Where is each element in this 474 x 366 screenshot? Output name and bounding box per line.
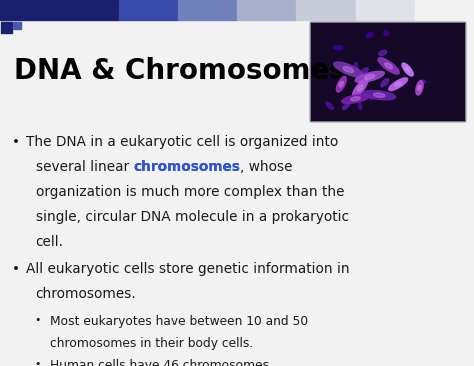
Text: •: • (12, 262, 20, 276)
Ellipse shape (384, 30, 389, 36)
Ellipse shape (365, 75, 375, 79)
Ellipse shape (343, 67, 354, 72)
Ellipse shape (379, 51, 387, 56)
Ellipse shape (337, 76, 346, 92)
Ellipse shape (355, 63, 358, 72)
Text: •: • (34, 359, 40, 366)
Text: chromosomes.: chromosomes. (36, 287, 137, 301)
Bar (237, 0, 296, 20)
Text: DNA & Chromosomes: DNA & Chromosomes (14, 57, 346, 85)
Ellipse shape (360, 68, 368, 74)
Text: , whose: , whose (240, 160, 292, 174)
Text: several linear: several linear (36, 160, 133, 174)
Ellipse shape (385, 63, 392, 69)
Ellipse shape (381, 79, 389, 87)
Text: •: • (34, 315, 40, 325)
Ellipse shape (334, 46, 343, 50)
Text: single, circular DNA molecule in a prokaryotic: single, circular DNA molecule in a proka… (36, 210, 348, 224)
Ellipse shape (378, 58, 399, 74)
Ellipse shape (355, 71, 384, 82)
Ellipse shape (389, 78, 408, 90)
Bar (310, 22, 465, 121)
Ellipse shape (395, 82, 401, 86)
Bar (356, 0, 415, 20)
Bar (178, 0, 237, 20)
Text: chromosomes: chromosomes (133, 160, 240, 174)
Bar (0, 0, 59, 20)
Ellipse shape (342, 94, 369, 103)
Ellipse shape (405, 67, 410, 72)
Ellipse shape (339, 81, 343, 87)
Text: Most eukaryotes have between 10 and 50: Most eukaryotes have between 10 and 50 (50, 315, 308, 328)
Ellipse shape (369, 95, 373, 100)
Ellipse shape (420, 80, 426, 83)
Ellipse shape (416, 81, 423, 95)
Ellipse shape (374, 93, 385, 97)
Ellipse shape (359, 103, 362, 109)
Bar (310, 22, 465, 121)
Text: Human cells have 46 chromosomes.: Human cells have 46 chromosomes. (50, 359, 273, 366)
Text: chromosomes: chromosomes (133, 160, 240, 174)
Ellipse shape (326, 102, 333, 109)
Text: chromosomes in their body cells.: chromosomes in their body cells. (50, 337, 253, 350)
Text: The DNA in a eukaryotic cell is organized into: The DNA in a eukaryotic cell is organize… (26, 135, 338, 149)
Bar (296, 0, 356, 20)
Ellipse shape (351, 97, 360, 101)
Text: organization is much more complex than the: organization is much more complex than t… (36, 185, 344, 199)
Bar (59, 0, 118, 20)
Ellipse shape (418, 85, 421, 90)
Ellipse shape (402, 63, 413, 76)
Ellipse shape (363, 90, 396, 100)
Bar (1, 22, 12, 33)
Ellipse shape (357, 85, 363, 91)
Text: All eukaryotic cells store genetic information in: All eukaryotic cells store genetic infor… (26, 262, 350, 276)
Text: •: • (12, 135, 20, 149)
Bar (118, 0, 178, 20)
Ellipse shape (343, 103, 349, 109)
Bar (415, 0, 474, 20)
Text: cell.: cell. (36, 235, 64, 249)
Ellipse shape (334, 62, 363, 77)
Ellipse shape (366, 33, 373, 38)
Ellipse shape (353, 79, 368, 97)
Bar (13, 22, 20, 29)
